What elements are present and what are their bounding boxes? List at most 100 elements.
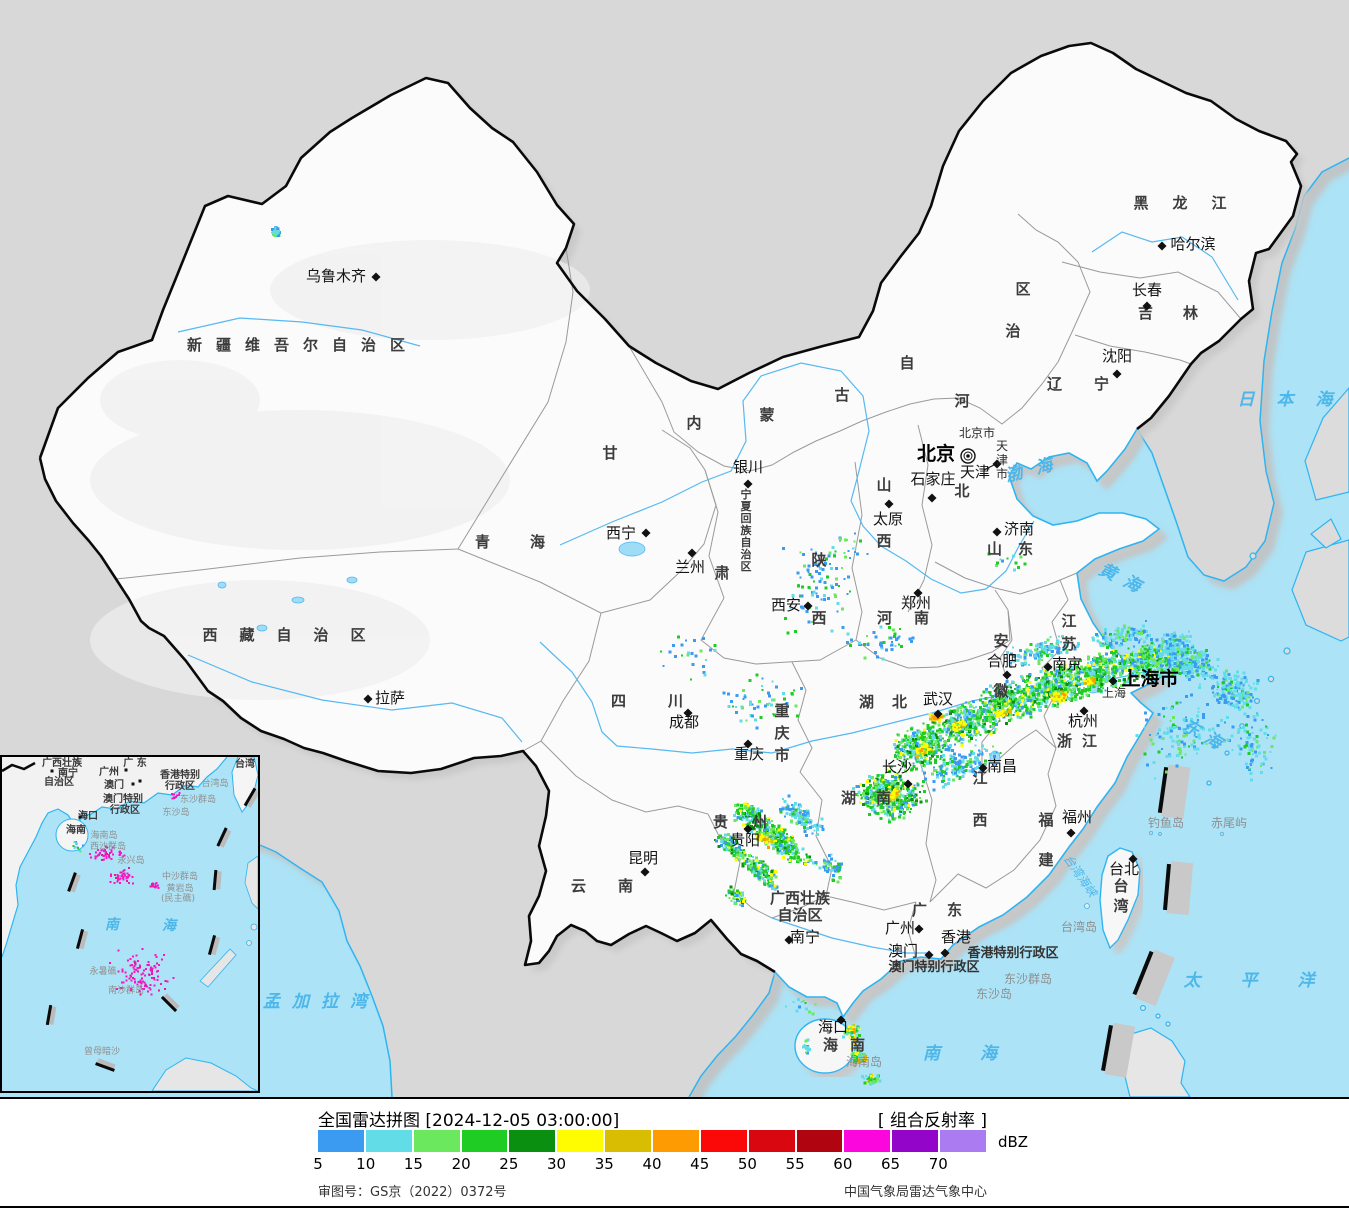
island-label: 海南岛 [846,1054,882,1069]
province-label: 安徽 [992,632,1009,700]
inset-island-label: 西沙群岛 [90,840,126,852]
inset-island-label: 黄岩岛 [166,882,193,894]
city-marker [743,739,753,749]
colorbar-segment [318,1130,364,1152]
inset-city-dot [78,815,82,819]
inset-island-label: 永兴岛 [117,854,144,866]
national-border-south [38,457,776,974]
city-marker [992,527,1002,537]
sea-label: 太平洋 [1183,971,1349,991]
city-label: 南昌 [987,757,1017,775]
colorbar-segment [844,1130,891,1152]
inset-dash-segment [243,787,257,807]
city-label: 南京 [1052,655,1082,673]
city-label: 香港 [941,928,971,946]
colorbar-segment [557,1130,604,1152]
province-label: 山西 [876,476,891,550]
inset-label: 南宁 [58,766,78,779]
inset-dash-segment [75,928,85,950]
city-marker [978,763,988,773]
admin-label: 天津市 [996,439,1008,481]
inset-label: 行政区 [164,779,195,792]
inset-sea-label: 海 [162,917,179,934]
colorbar-tick: 40 [642,1155,662,1173]
ten-dash-line [1101,764,1194,1078]
colorbar-segment [653,1130,699,1152]
sea-label: 日本海 [1238,390,1349,410]
province-label: 云南 [571,877,665,895]
taiwan-island [1099,847,1141,950]
dash-shadow [1135,949,1175,1007]
inset-dash-segment [212,869,218,891]
colorbar-tick: 60 [833,1155,853,1173]
province-label: 自 [899,354,914,372]
colorbar [318,1130,987,1152]
capital-marker-dot [966,454,970,458]
city-label: 哈尔滨 [1170,235,1215,253]
province-label: 自治区 [777,906,822,924]
inset-label: 海口 [78,809,98,822]
city-marker [914,924,924,934]
inset-nine-dash-line [45,787,260,1072]
admin-label: 香港特别行政区 [966,945,1058,961]
city-label: 长春 [1132,281,1162,299]
province-label: 内 [686,414,701,432]
colorbar-tick: 10 [356,1155,376,1173]
colorbar-segment [940,1130,987,1152]
inset-city-dot [50,769,54,773]
inset-border-segment [1,761,36,773]
capital-marker-ring [963,451,973,461]
colorbar-tick: 65 [881,1155,901,1173]
inset-label: 广州 [99,765,119,778]
dash-segment [1132,950,1154,996]
dash-shadow [1104,1022,1136,1078]
city-label: 天津 [960,463,990,481]
inset-sea-label: 南 [105,916,122,933]
province-label: 山东 [987,540,1049,558]
colorbar-tick: 70 [928,1155,948,1173]
colorbar-tick: 50 [737,1155,757,1173]
province-label: 贵州 [713,813,791,831]
colorbar-tick: 20 [451,1155,471,1173]
inset-dash-segment [216,827,228,847]
japan-islands [1206,387,1349,786]
dbz-unit: dBZ [998,1133,1029,1151]
province-label: 治 [1005,322,1020,340]
city-label: 济南 [1004,520,1034,538]
island-label: 赤尾屿 [1211,816,1247,830]
city-label: 拉萨 [375,689,405,707]
coastline-bengal [259,844,393,1097]
inset-dash-segment [207,934,217,956]
city-label: 西安 [771,596,801,614]
city-marker [1066,828,1076,838]
city-label: 银川 [733,458,763,476]
province-label: 海南 [823,1036,877,1054]
inset-hainan [55,818,89,852]
province-label: 江西 [972,769,987,829]
city-label: 合肥 [987,652,1017,670]
city-marker [1079,706,1089,716]
capital-label: 北京 [917,442,955,465]
city-marker [1128,854,1138,864]
city-marker [641,528,651,538]
inset-island [250,923,258,931]
legend-panel: 全国雷达拼图 [2024-12-05 03:00:00] [ 组合反射率 ] 5… [0,1097,1349,1206]
inset-dash-segment [67,872,77,892]
city-marker [687,548,697,558]
province-label: 湖北 [859,693,925,711]
city-marker [903,779,913,789]
island-label: 东沙岛 [976,986,1012,1001]
city-label: 沈阳 [1102,347,1132,365]
city-label: 兰州 [675,558,705,576]
city-marker [363,694,373,704]
inset-dash-segment [160,995,178,1013]
province-label: 广东 [912,901,982,919]
colorbar-tick: 45 [690,1155,710,1173]
province-label: 区 [1015,280,1030,298]
inset-island-label: 中沙群岛 [162,870,198,882]
city-label: 上海市 [1121,667,1178,690]
province-label: 四川 [611,692,725,710]
city-marker [933,709,943,719]
city-label: 成都 [669,713,699,731]
